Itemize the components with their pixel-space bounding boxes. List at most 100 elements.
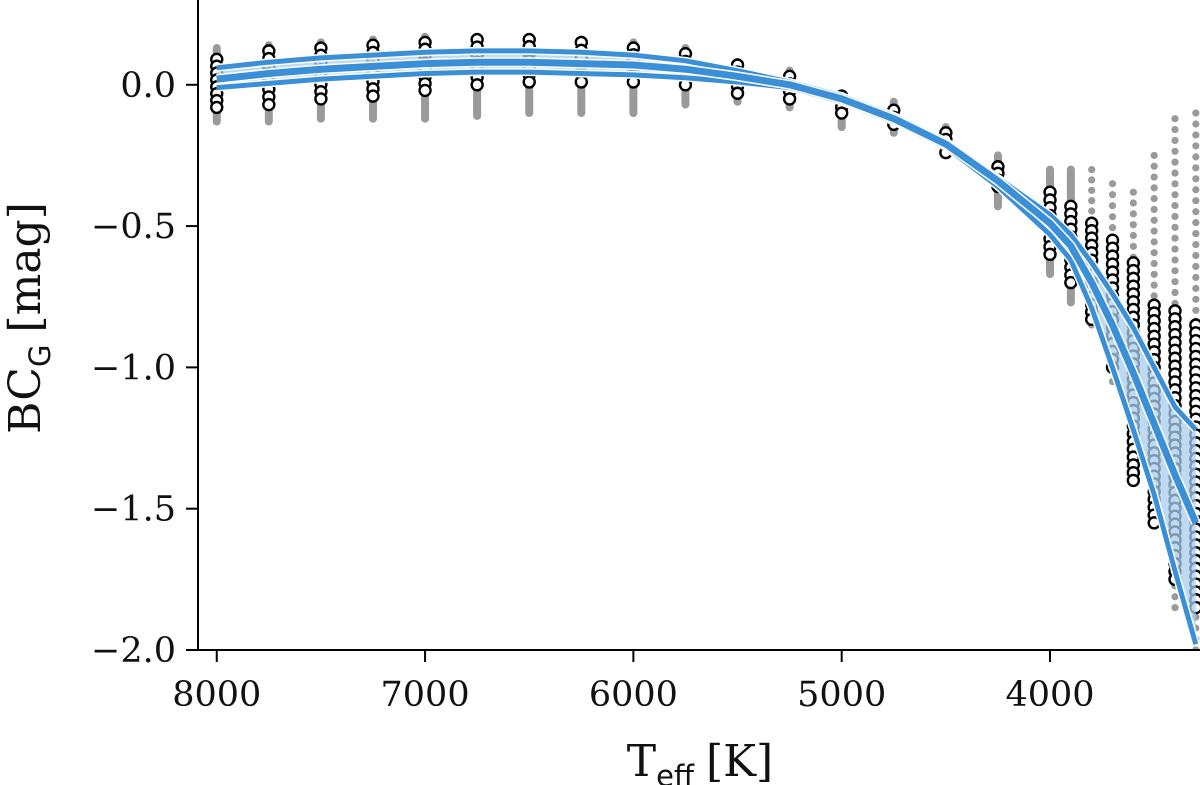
model-point: [1171, 245, 1179, 253]
x-tick-label: 5000: [797, 675, 886, 715]
model-point: [1088, 176, 1096, 184]
model-point: [1171, 125, 1179, 134]
fit-lower-line-halo: [216, 68, 1200, 646]
model-point: [1129, 210, 1137, 218]
x-tick-label: 8000: [172, 675, 261, 715]
x-axis-symbol: T: [627, 736, 656, 785]
x-axis-subscript: eff: [656, 759, 695, 785]
model-point: [1150, 249, 1158, 257]
model-point: [1108, 180, 1117, 188]
model-point: [1192, 186, 1200, 194]
model-point: [1150, 173, 1158, 181]
model-point: [1192, 262, 1200, 271]
model-point: [1192, 284, 1200, 292]
model-point: [1192, 273, 1200, 282]
observed-point: [574, 75, 589, 89]
model-point: [1088, 186, 1096, 194]
model-point: [1150, 281, 1158, 289]
y-axis-title: BCG [mag]: [0, 202, 57, 434]
observed-point: [210, 100, 224, 115]
model-point: [1150, 227, 1158, 235]
y-axis-unit: [mag]: [0, 202, 51, 332]
observed-point: [418, 83, 432, 98]
model-point: [1192, 164, 1200, 172]
model-point: [1192, 175, 1200, 183]
model-point: [1192, 229, 1200, 238]
model-point: [1171, 169, 1179, 177]
model-point: [1171, 136, 1179, 145]
observed-point: [782, 92, 797, 106]
model-point: [1150, 151, 1158, 160]
model-point: [1192, 306, 1200, 314]
model-point: [1129, 231, 1137, 240]
model-point: [1192, 131, 1200, 139]
model-point: [1192, 142, 1200, 150]
model-point: [1192, 153, 1200, 161]
observed-point: [730, 86, 745, 100]
observed-point: [470, 78, 484, 92]
y-axis-symbol: BC: [0, 367, 51, 434]
model-point: [1088, 197, 1096, 205]
model-point: [1192, 251, 1200, 260]
observed-point: [522, 75, 536, 89]
model-point: [1171, 202, 1179, 210]
model-point: [1192, 208, 1200, 216]
model-point: [1171, 288, 1179, 297]
x-axis-ticks: 8000 7000 6000 5000 4000: [172, 650, 1095, 715]
x-tick-label: 7000: [381, 675, 470, 715]
model-point: [1171, 267, 1179, 275]
model-point: [1171, 278, 1179, 286]
fit-lower-line: [216, 69, 1199, 645]
model-point: [1088, 207, 1096, 215]
model-point: [1108, 213, 1117, 221]
plot-area: [210, 32, 1200, 650]
model-point: [1129, 242, 1137, 250]
model-point: [1150, 216, 1158, 224]
model-point: [1150, 195, 1158, 203]
model-point: [1171, 212, 1179, 221]
x-tick-label: 4000: [1005, 675, 1094, 715]
x-axis-unit: [K]: [706, 736, 773, 785]
model-point: [1171, 158, 1179, 166]
model-point: [1129, 188, 1137, 196]
model-point: [1150, 184, 1158, 192]
model-point: [1150, 259, 1158, 268]
model-point: [1171, 115, 1179, 123]
fit-median-line: [216, 58, 1200, 525]
model-point: [1150, 162, 1158, 170]
y-axis-ticks: 0.0 −0.5 −1.0 −1.5 −2.0: [91, 66, 198, 671]
plot-content: [210, 32, 1200, 650]
model-point: [1129, 199, 1137, 207]
model-point: [1192, 109, 1200, 117]
model-point: [1192, 219, 1200, 227]
model-point: [1108, 224, 1117, 232]
model-point: [1171, 191, 1179, 199]
model-point: [1108, 202, 1117, 210]
model-point: [1192, 120, 1200, 128]
model-point: [1150, 292, 1158, 300]
model-point: [1192, 240, 1200, 249]
model-point: [1171, 180, 1179, 188]
model-point: [1150, 270, 1158, 278]
y-tick-label: 0.0: [120, 66, 176, 106]
y-tick-label: −0.5: [91, 207, 176, 247]
model-point: [1108, 191, 1117, 199]
observed-point: [1043, 247, 1057, 262]
model-point: [1171, 147, 1179, 155]
model-point: [1192, 295, 1200, 303]
observed-point: [314, 92, 328, 106]
observed-point: [366, 89, 380, 103]
model-point: [1129, 221, 1137, 229]
model-point: [1171, 234, 1179, 242]
model-point: [1171, 604, 1179, 612]
observed-point: [262, 97, 276, 112]
observed-point: [834, 106, 849, 120]
model-point: [1088, 165, 1096, 174]
model-point: [1171, 223, 1179, 231]
model-point: [1171, 593, 1179, 601]
model-point: [1171, 256, 1179, 264]
fit-median-line-halo: [216, 57, 1200, 525]
y-tick-label: −1.0: [91, 348, 176, 388]
model-point: [1150, 205, 1158, 214]
